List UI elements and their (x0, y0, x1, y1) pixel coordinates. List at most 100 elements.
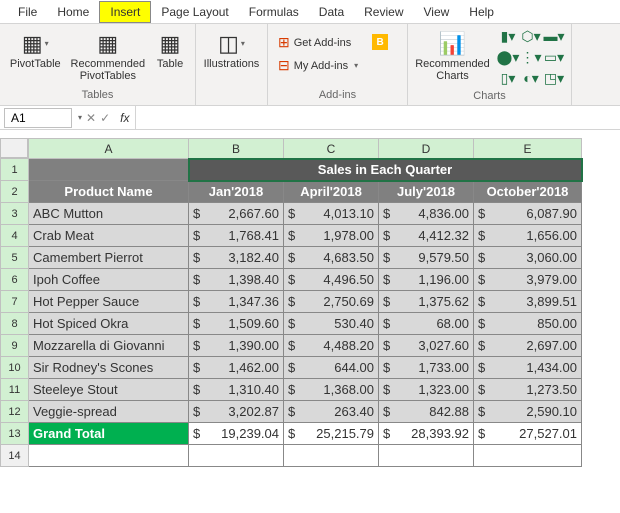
get-addins-button[interactable]: ⊞Get Add-ins (274, 32, 362, 53)
combo-chart-icon[interactable]: ◐▾ (520, 68, 542, 88)
value-cell[interactable]: $1,347.36 (189, 291, 284, 313)
row-header-14[interactable]: 14 (1, 445, 29, 467)
bing-button[interactable]: B (368, 32, 392, 52)
pivottable-button[interactable]: ▦▾ PivotTable (6, 26, 65, 70)
value-cell[interactable]: $1,310.40 (189, 379, 284, 401)
row-header-10[interactable]: 10 (1, 357, 29, 379)
value-cell[interactable]: $4,412.32 (379, 225, 474, 247)
value-cell[interactable]: $1,656.00 (474, 225, 582, 247)
empty-cell[interactable] (29, 445, 189, 467)
value-cell[interactable]: $2,697.00 (474, 335, 582, 357)
row-header-1[interactable]: 1 (1, 159, 29, 181)
menu-data[interactable]: Data (309, 2, 354, 22)
product-name-cell[interactable]: ABC Mutton (29, 203, 189, 225)
value-cell[interactable]: $3,979.00 (474, 269, 582, 291)
empty-cell[interactable] (189, 445, 284, 467)
value-cell[interactable]: $4,013.10 (284, 203, 379, 225)
value-cell[interactable]: $3,899.51 (474, 291, 582, 313)
empty-cell[interactable] (474, 445, 582, 467)
product-name-cell[interactable]: Steeleye Stout (29, 379, 189, 401)
product-name-cell[interactable]: Sir Rodney's Scones (29, 357, 189, 379)
value-cell[interactable]: $4,496.50 (284, 269, 379, 291)
value-cell[interactable]: $3,027.60 (379, 335, 474, 357)
fx-label[interactable]: fx (114, 111, 135, 125)
grand-total-cell[interactable]: $28,393.92 (379, 423, 474, 445)
menu-file[interactable]: File (8, 2, 47, 22)
value-cell[interactable]: $9,579.50 (379, 247, 474, 269)
illustrations-button[interactable]: ◫▾ Illustrations (202, 26, 261, 70)
select-all-triangle[interactable] (0, 138, 28, 158)
column-chart-icon[interactable]: ▯▾ (497, 68, 519, 88)
bar-chart-icon[interactable]: ▮▾ (497, 26, 519, 46)
column-header-cell[interactable]: October'2018 (474, 181, 582, 203)
value-cell[interactable]: $1,978.00 (284, 225, 379, 247)
menu-help[interactable]: Help (459, 2, 504, 22)
surface-chart-icon[interactable]: ▭▾ (543, 47, 565, 67)
row-header-9[interactable]: 9 (1, 335, 29, 357)
value-cell[interactable]: $850.00 (474, 313, 582, 335)
row-header-3[interactable]: 3 (1, 203, 29, 225)
my-addins-button[interactable]: ⊟My Add-ins▾ (274, 55, 362, 76)
value-cell[interactable]: $68.00 (379, 313, 474, 335)
menu-view[interactable]: View (414, 2, 460, 22)
row-header-7[interactable]: 7 (1, 291, 29, 313)
value-cell[interactable]: $1,462.00 (189, 357, 284, 379)
more-chart-icon[interactable]: ◳▾ (543, 68, 565, 88)
value-cell[interactable]: $1,434.00 (474, 357, 582, 379)
row-header-13[interactable]: 13 (1, 423, 29, 445)
col-header-B[interactable]: B (189, 139, 284, 159)
value-cell[interactable]: $1,196.00 (379, 269, 474, 291)
value-cell[interactable]: $263.40 (284, 401, 379, 423)
value-cell[interactable]: $3,060.00 (474, 247, 582, 269)
menu-home[interactable]: Home (47, 2, 99, 22)
product-name-cell[interactable]: Crab Meat (29, 225, 189, 247)
area-chart-icon[interactable]: ▬▾ (543, 26, 565, 46)
product-name-cell[interactable]: Camembert Pierrot (29, 247, 189, 269)
col-header-D[interactable]: D (379, 139, 474, 159)
value-cell[interactable]: $1,368.00 (284, 379, 379, 401)
value-cell[interactable]: $842.88 (379, 401, 474, 423)
value-cell[interactable]: $1,375.62 (379, 291, 474, 313)
row-header-12[interactable]: 12 (1, 401, 29, 423)
row-header-8[interactable]: 8 (1, 313, 29, 335)
value-cell[interactable]: $1,398.40 (189, 269, 284, 291)
recommended-charts-button[interactable]: 📊 RecommendedCharts (414, 26, 491, 82)
value-cell[interactable]: $2,590.10 (474, 401, 582, 423)
column-header-cell[interactable]: April'2018 (284, 181, 379, 203)
grand-total-cell[interactable]: $27,527.01 (474, 423, 582, 445)
grand-total-cell[interactable]: $25,215.79 (284, 423, 379, 445)
value-cell[interactable]: $1,323.00 (379, 379, 474, 401)
product-name-cell[interactable]: Hot Pepper Sauce (29, 291, 189, 313)
product-name-cell[interactable]: Veggie-spread (29, 401, 189, 423)
value-cell[interactable]: $2,750.69 (284, 291, 379, 313)
row-header-11[interactable]: 11 (1, 379, 29, 401)
recommended-pivottables-button[interactable]: ▦ RecommendedPivotTables (71, 26, 146, 82)
grand-total-label[interactable]: Grand Total (29, 423, 189, 445)
value-cell[interactable]: $1,733.00 (379, 357, 474, 379)
column-header-cell[interactable]: Jan'2018 (189, 181, 284, 203)
value-cell[interactable]: $530.40 (284, 313, 379, 335)
empty-cell[interactable] (284, 445, 379, 467)
col-header-A[interactable]: A (29, 139, 189, 159)
product-name-cell[interactable]: Ipoh Coffee (29, 269, 189, 291)
value-cell[interactable]: $1,768.41 (189, 225, 284, 247)
row-header-6[interactable]: 6 (1, 269, 29, 291)
value-cell[interactable]: $2,667.60 (189, 203, 284, 225)
name-box[interactable] (4, 108, 72, 128)
product-name-cell[interactable]: Hot Spiced Okra (29, 313, 189, 335)
value-cell[interactable]: $1,273.50 (474, 379, 582, 401)
line-chart-icon[interactable]: ⬡▾ (520, 26, 542, 46)
column-header-cell[interactable]: Product Name (29, 181, 189, 203)
pie-chart-icon[interactable]: ⬤▾ (497, 47, 519, 67)
product-name-cell[interactable]: Mozzarella di Giovanni (29, 335, 189, 357)
menu-formulas[interactable]: Formulas (239, 2, 309, 22)
value-cell[interactable]: $6,087.90 (474, 203, 582, 225)
value-cell[interactable]: $1,509.60 (189, 313, 284, 335)
value-cell[interactable]: $644.00 (284, 357, 379, 379)
grand-total-cell[interactable]: $19,239.04 (189, 423, 284, 445)
row-header-5[interactable]: 5 (1, 247, 29, 269)
menu-page-layout[interactable]: Page Layout (151, 2, 238, 22)
value-cell[interactable]: $4,488.20 (284, 335, 379, 357)
table-button[interactable]: ▦ Table (151, 26, 189, 70)
scatter-chart-icon[interactable]: ⋮▾ (520, 47, 542, 67)
